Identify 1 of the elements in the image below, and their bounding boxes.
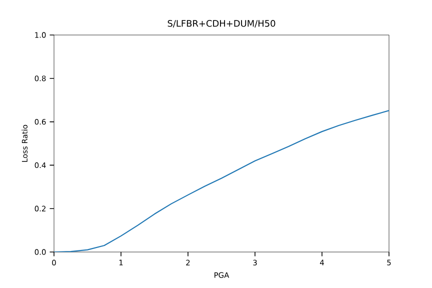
chart-title: S/LFBR+CDH+DUM/H50	[168, 20, 276, 28]
